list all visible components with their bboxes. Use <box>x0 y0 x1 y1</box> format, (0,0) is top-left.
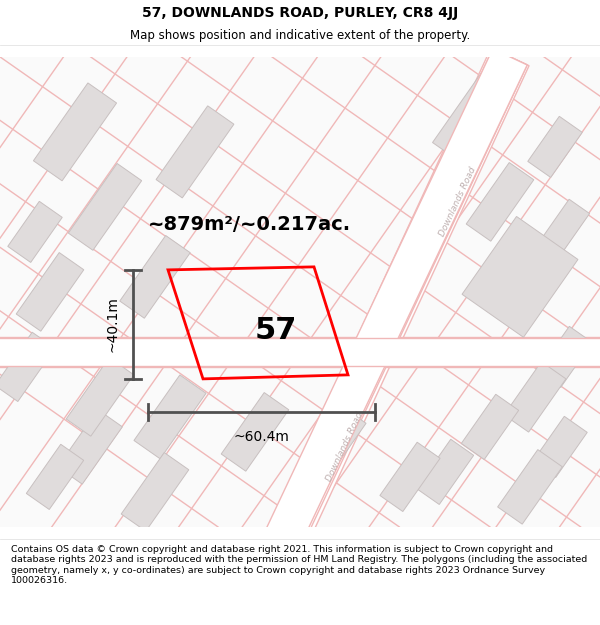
Polygon shape <box>466 162 534 241</box>
Polygon shape <box>8 201 62 262</box>
Polygon shape <box>241 48 529 606</box>
Polygon shape <box>134 375 206 459</box>
Polygon shape <box>238 49 527 605</box>
Polygon shape <box>528 116 582 178</box>
Polygon shape <box>16 253 84 331</box>
Polygon shape <box>462 216 578 338</box>
Polygon shape <box>0 337 600 367</box>
Polygon shape <box>221 392 289 471</box>
Polygon shape <box>68 164 142 250</box>
Polygon shape <box>156 106 234 198</box>
Polygon shape <box>243 49 527 600</box>
Text: 57: 57 <box>255 316 298 345</box>
Text: Map shows position and indicative extent of the property.: Map shows position and indicative extent… <box>130 29 470 42</box>
Polygon shape <box>0 332 55 401</box>
Polygon shape <box>26 444 83 509</box>
Polygon shape <box>294 405 366 489</box>
Polygon shape <box>120 236 190 318</box>
Polygon shape <box>433 73 508 161</box>
Polygon shape <box>0 338 600 366</box>
Polygon shape <box>66 357 134 436</box>
Polygon shape <box>461 394 518 459</box>
Text: ~40.1m: ~40.1m <box>105 296 119 352</box>
Text: Downlands Road: Downlands Road <box>325 411 365 483</box>
Text: Downlands Road: Downlands Road <box>438 166 478 238</box>
Polygon shape <box>58 409 122 484</box>
Polygon shape <box>504 362 566 432</box>
Text: ~879m²/~0.217ac.: ~879m²/~0.217ac. <box>148 216 351 234</box>
Polygon shape <box>34 83 116 181</box>
Polygon shape <box>533 416 587 478</box>
Polygon shape <box>121 452 189 531</box>
Polygon shape <box>416 439 473 504</box>
Text: Contains OS data © Crown copyright and database right 2021. This information is : Contains OS data © Crown copyright and d… <box>11 545 587 585</box>
Polygon shape <box>497 449 562 524</box>
Polygon shape <box>380 442 440 511</box>
Polygon shape <box>541 199 590 254</box>
Polygon shape <box>538 326 592 388</box>
Text: 57, DOWNLANDS ROAD, PURLEY, CR8 4JJ: 57, DOWNLANDS ROAD, PURLEY, CR8 4JJ <box>142 6 458 19</box>
Text: ~60.4m: ~60.4m <box>233 430 289 444</box>
